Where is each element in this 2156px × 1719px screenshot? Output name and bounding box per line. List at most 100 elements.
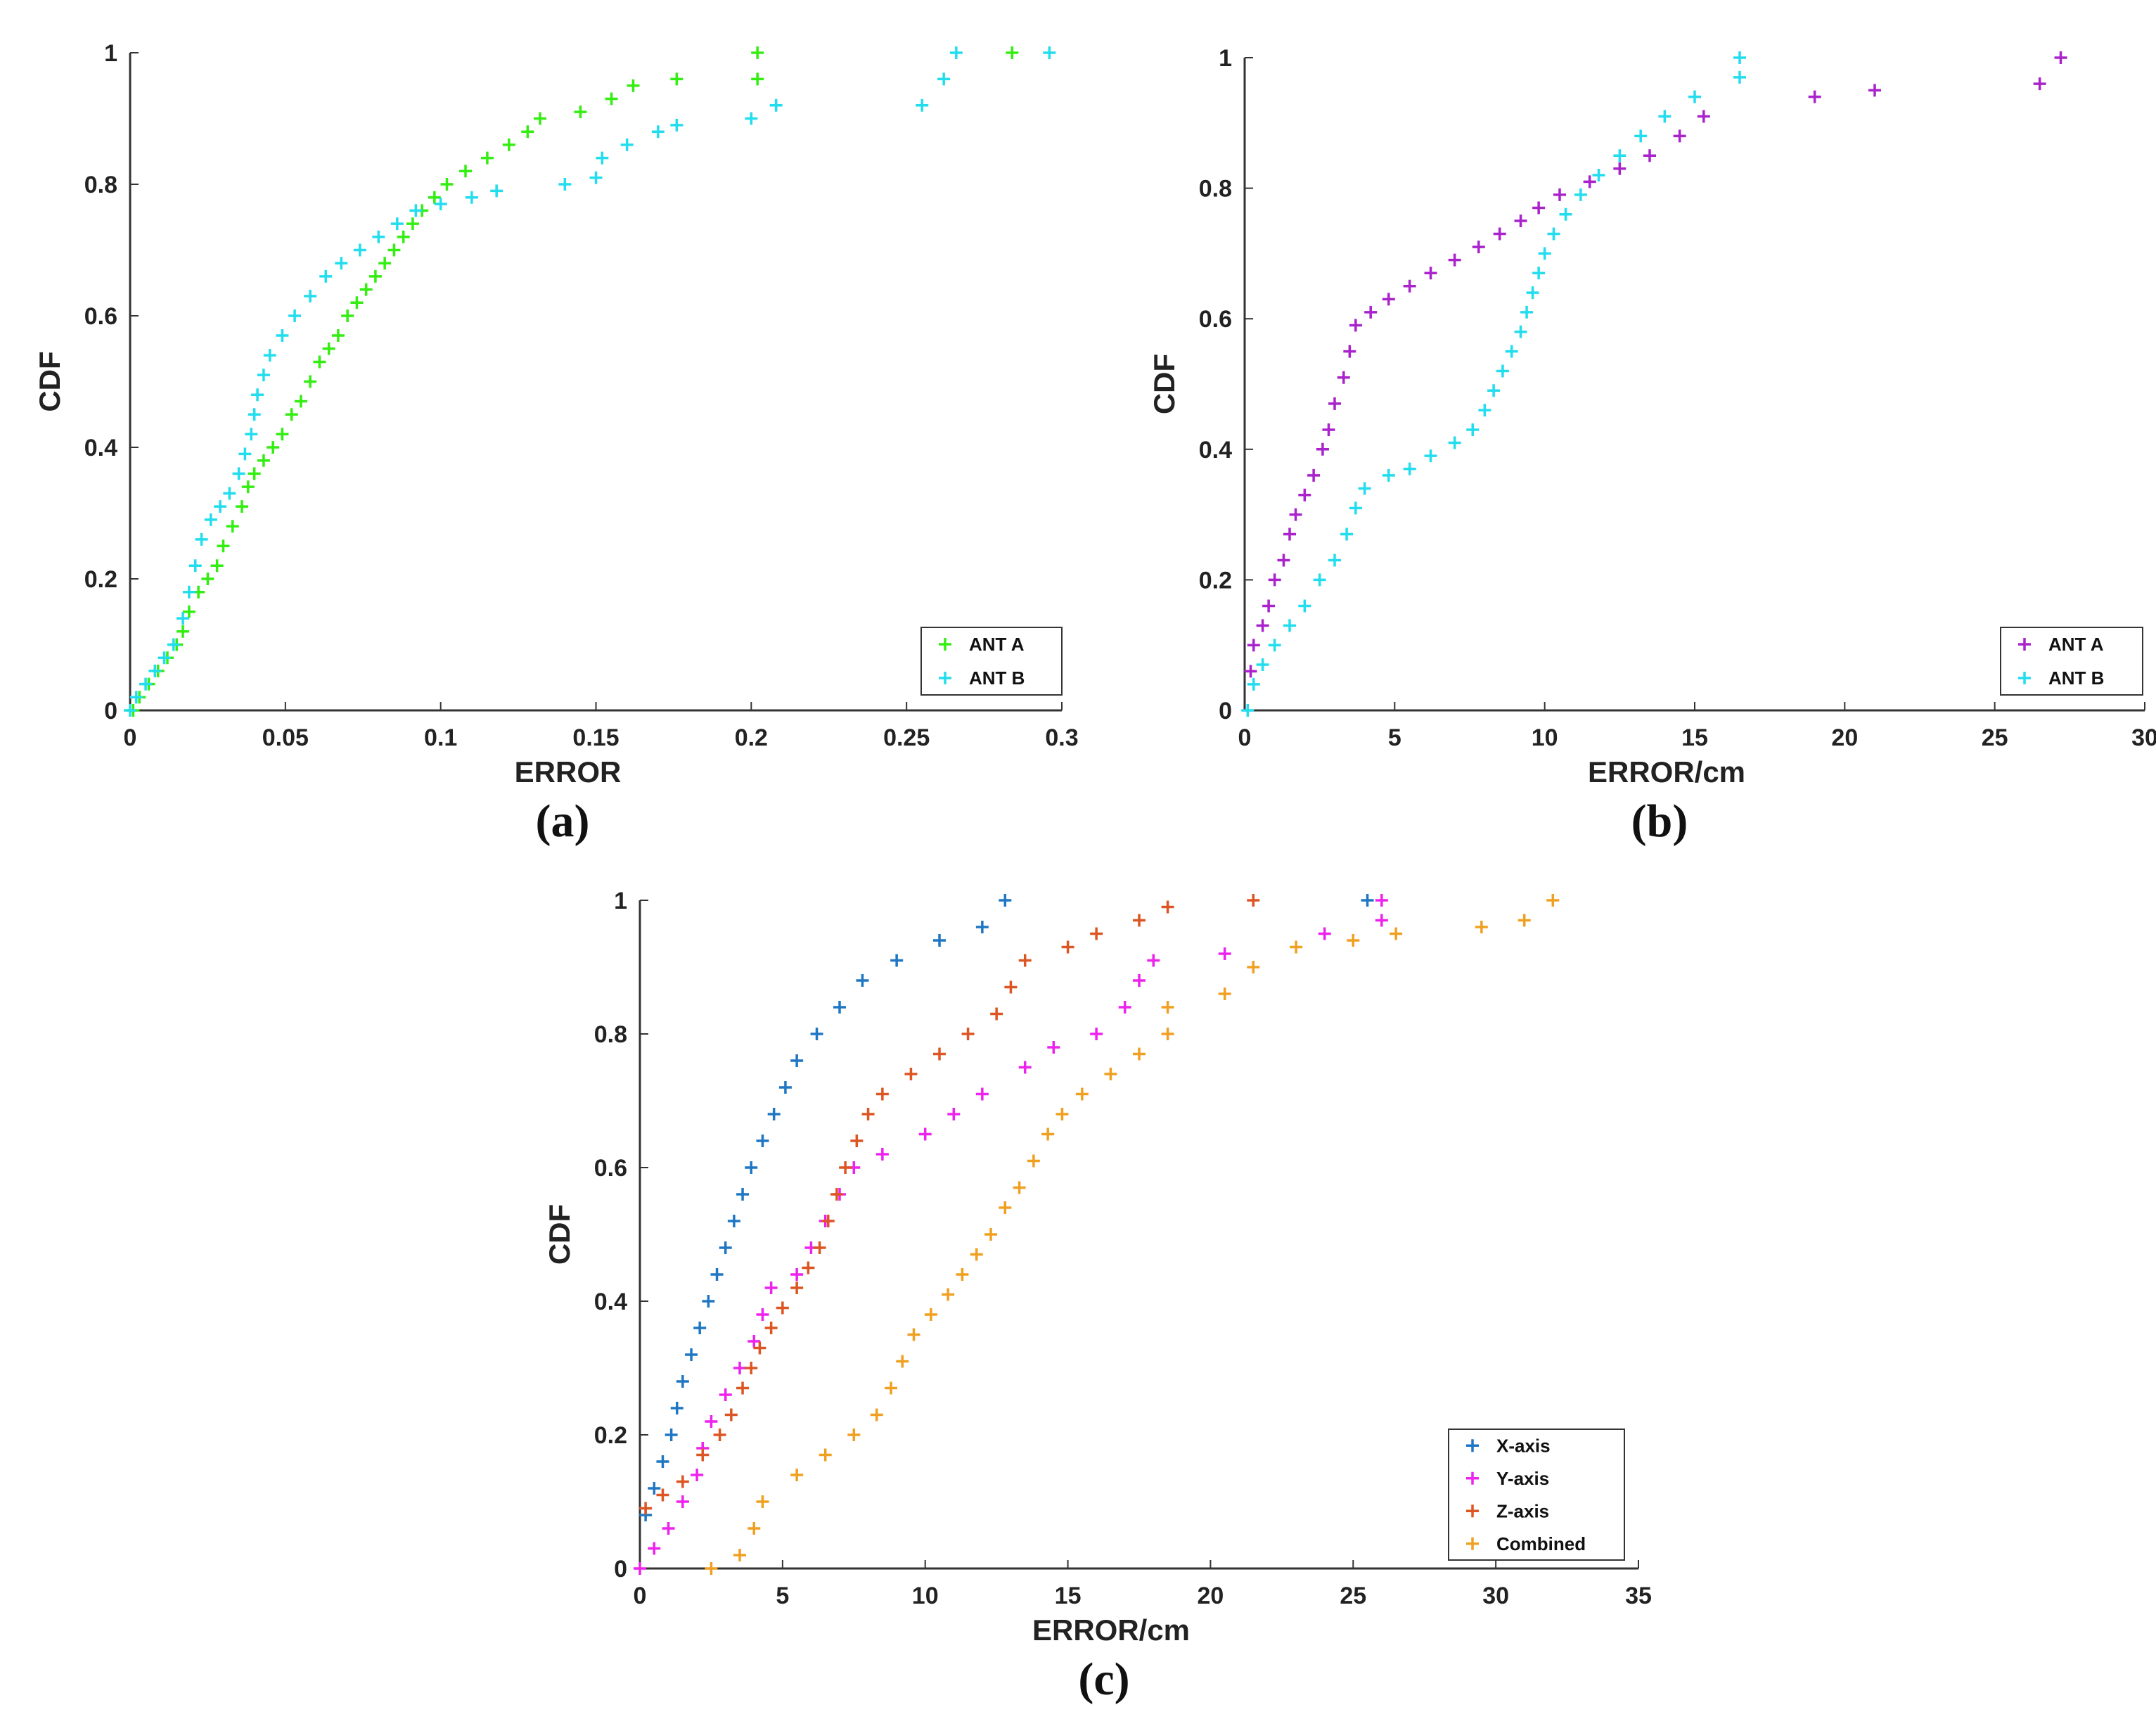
data-point (1004, 980, 1018, 994)
data-point (204, 513, 217, 526)
data-point (1340, 528, 1354, 541)
data-point (1047, 1041, 1060, 1054)
chart-b-svg: 0 5 10 15 20 25 30 0 0.2 0.4 0.6 0.8 1 ERROR/cm CDF ANT… (1148, 45, 2156, 788)
data-point (182, 585, 195, 599)
data-point (1343, 345, 1356, 358)
x-tick-label: 0.05 (262, 724, 309, 751)
data-point (1546, 894, 1560, 907)
data-point (705, 1562, 718, 1575)
data-point (850, 1135, 864, 1147)
data-point (751, 46, 764, 59)
data-point (350, 296, 364, 309)
data-point (656, 1488, 669, 1502)
data-point (1553, 188, 1566, 201)
data-point (769, 98, 783, 112)
data-point (1424, 267, 1437, 280)
data-point (676, 1475, 689, 1488)
y-tick-label: 0.6 (1199, 306, 1232, 333)
x-tick-label: 20 (1831, 724, 1858, 751)
data-point (1574, 188, 1587, 201)
data-point (223, 487, 236, 500)
data-point (1043, 46, 1056, 59)
data-point (756, 1308, 769, 1321)
data-point (918, 1127, 932, 1141)
data-point (975, 1087, 989, 1101)
data-point (956, 1268, 969, 1281)
data-point (1133, 974, 1146, 987)
y-tick-label: 0.6 (594, 1155, 627, 1182)
data-point (251, 388, 264, 402)
chart-a-svg: 0 0.05 0.1 0.15 0.2 0.25 0.3 0 0.2 0.4 0.6 0.8 1 ERRO… (33, 40, 1079, 788)
data-point (961, 1028, 975, 1040)
data-point (1382, 468, 1395, 482)
data-point (670, 72, 684, 86)
legend-marker (2018, 672, 2031, 684)
data-point (896, 1355, 909, 1368)
data-point (656, 1455, 669, 1468)
y-tick-label: 0.4 (594, 1289, 627, 1315)
data-point (397, 230, 410, 243)
data-point (751, 72, 764, 86)
data-point (129, 691, 143, 704)
data-point (1424, 449, 1437, 463)
data-point (1349, 319, 1362, 332)
data-point (177, 612, 190, 625)
data-point (341, 309, 354, 322)
data-point (1514, 325, 1527, 338)
data-point (1517, 914, 1531, 927)
data-point (1013, 1181, 1026, 1194)
data-point (830, 1188, 843, 1201)
data-point (158, 651, 171, 665)
data-point (745, 1161, 758, 1174)
data-point (288, 309, 302, 322)
data-point (1027, 1154, 1040, 1168)
x-tick-label: 0 (634, 1583, 647, 1609)
data-point (1075, 1087, 1089, 1101)
panel-label-a: (a) (535, 795, 590, 847)
data-point (1328, 554, 1341, 567)
x-tick-label: 15 (1681, 724, 1708, 751)
x-tick-label: 10 (1532, 724, 1558, 751)
data-point (589, 171, 603, 184)
data-point (670, 1402, 684, 1414)
data-point (1147, 954, 1160, 967)
data-point (1520, 305, 1534, 319)
data-point (353, 243, 366, 257)
data-point (665, 1429, 678, 1441)
data-point (1583, 175, 1596, 188)
x-tick-label: 0.3 (1045, 724, 1078, 751)
data-point (226, 520, 239, 533)
legend-marker (1466, 1504, 1479, 1518)
data-point (1256, 658, 1269, 672)
data-point (1283, 528, 1296, 541)
data-point (999, 894, 1012, 907)
data-point (696, 1448, 710, 1462)
data-point (1328, 397, 1341, 410)
data-point (182, 605, 195, 618)
data-point (1289, 508, 1302, 521)
data-point (372, 230, 385, 243)
y-tick-label: 0.8 (1199, 176, 1232, 203)
chart-c-svg: 0 5 10 15 20 25 30 35 0 0.2 0.4 0.6 0.8 1 ERROR/cm CDF X… (543, 888, 1652, 1647)
data-point (1161, 1001, 1174, 1014)
series-ant-b (124, 46, 1056, 717)
data-point (1559, 207, 1572, 221)
x-tick-label: 0.15 (572, 724, 619, 751)
data-point (949, 46, 963, 59)
data-point (942, 1288, 955, 1301)
data-point (620, 138, 634, 151)
data-point (319, 269, 333, 283)
data-point (627, 79, 640, 92)
data-point (1018, 1061, 1032, 1074)
data-point (1313, 573, 1326, 587)
data-point (984, 1228, 998, 1241)
data-point (1218, 988, 1231, 1000)
data-point (1006, 46, 1019, 59)
data-point (1118, 1001, 1131, 1014)
data-point (241, 480, 255, 494)
data-point (188, 559, 202, 573)
data-point (648, 1482, 661, 1495)
legend-entry-label: ANT A (969, 634, 1025, 655)
y-tick-label: 0.4 (84, 435, 117, 461)
legend-marker (1466, 1439, 1479, 1452)
